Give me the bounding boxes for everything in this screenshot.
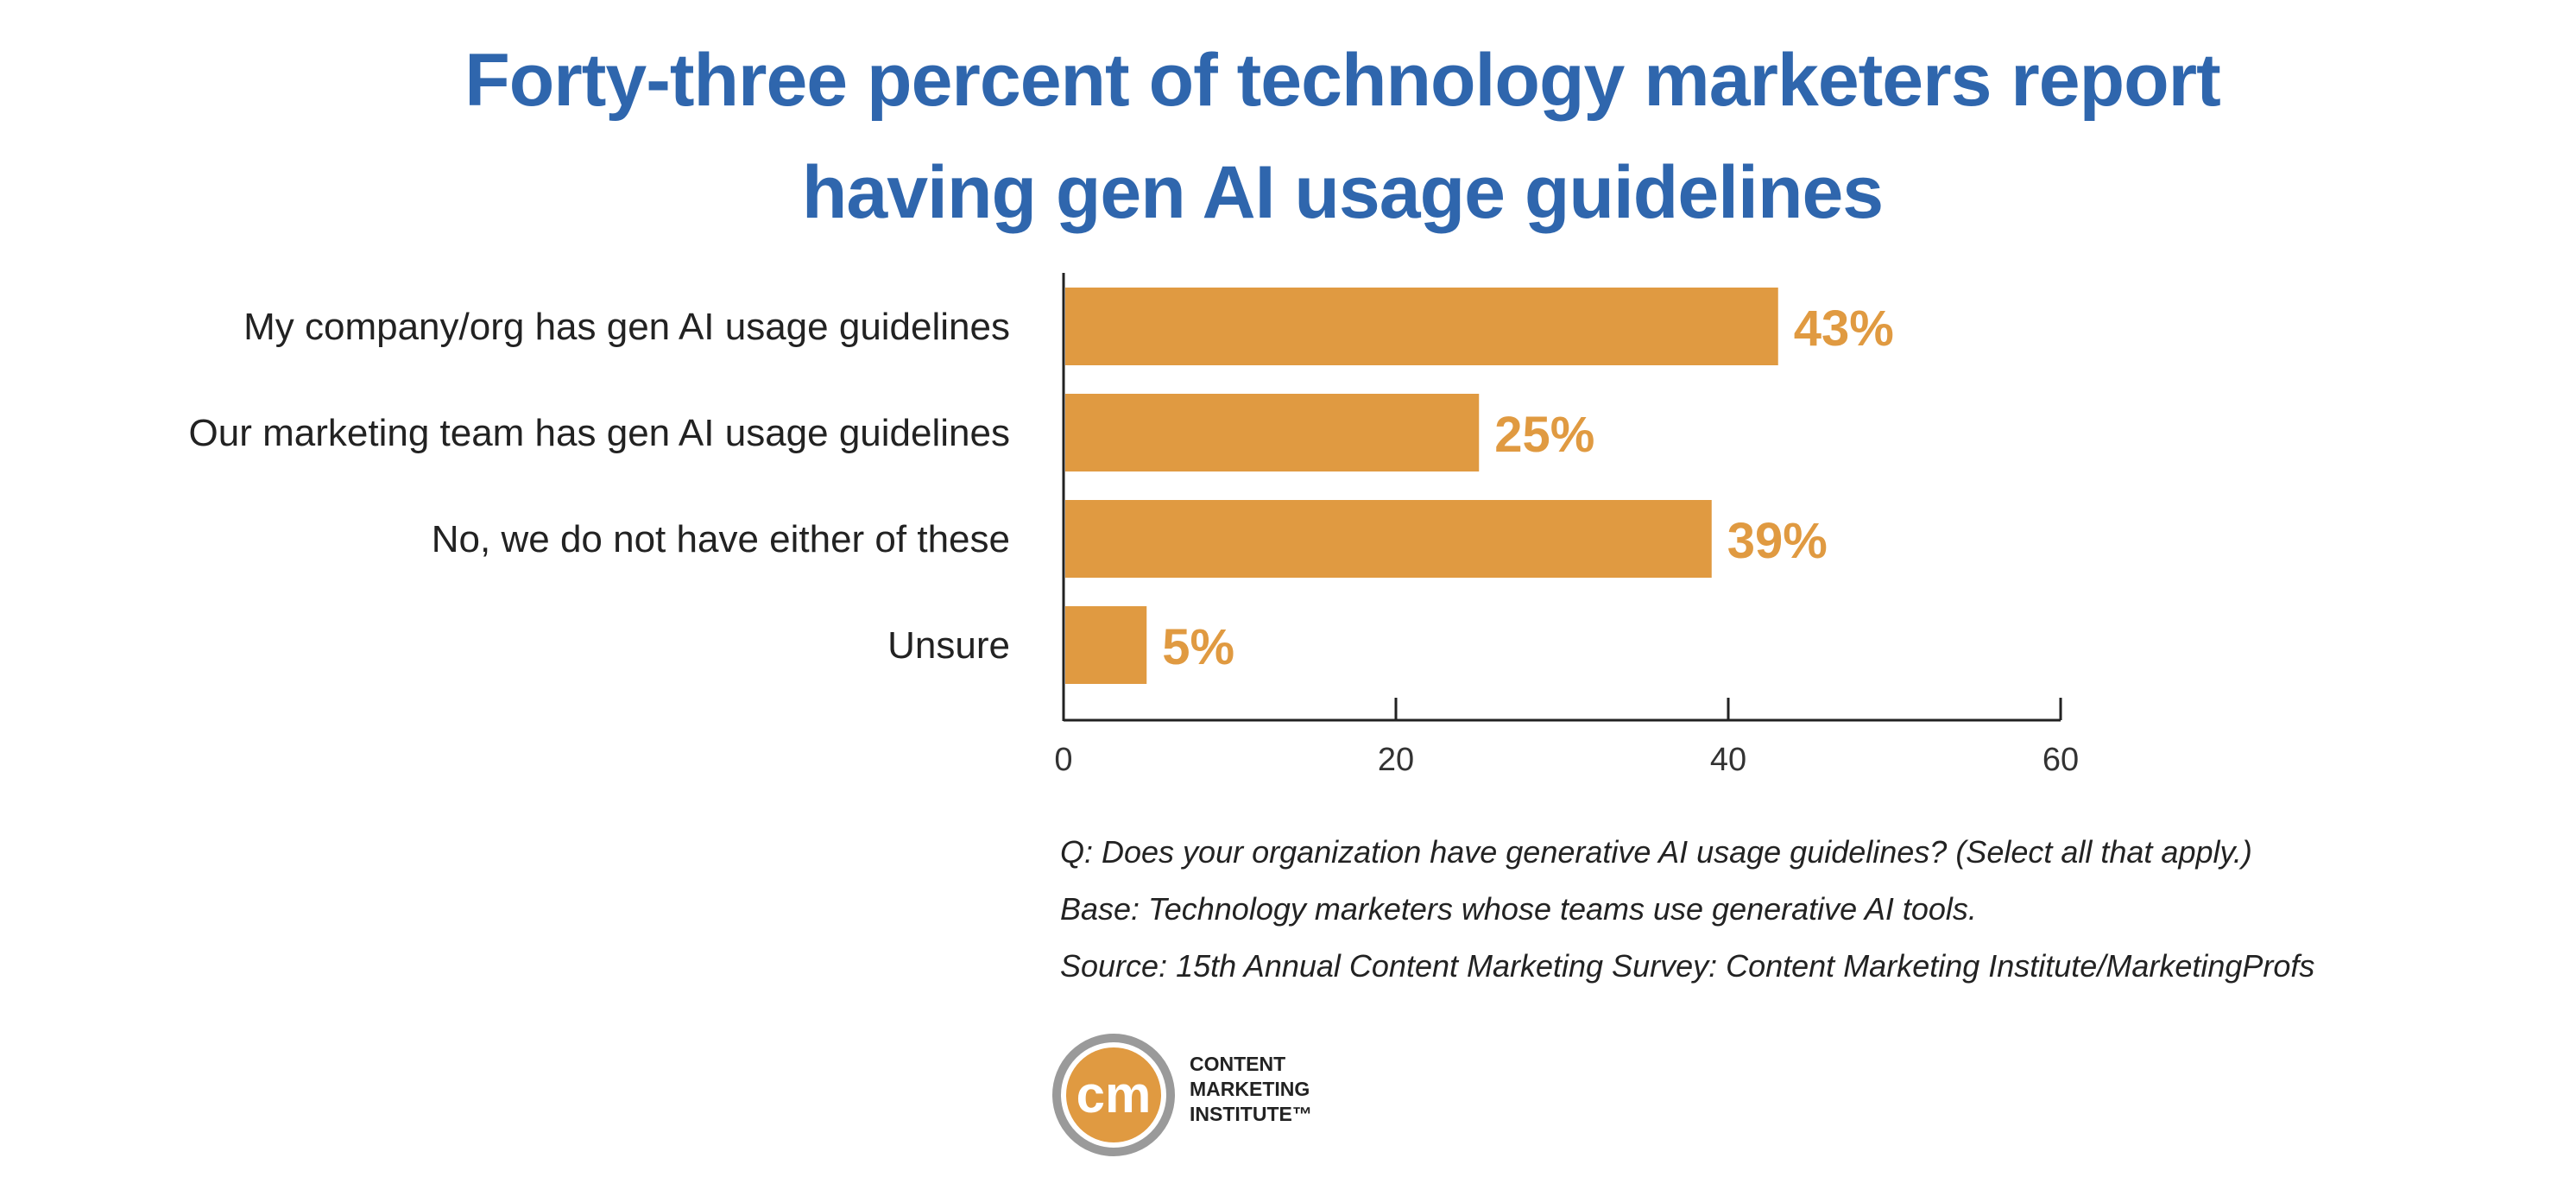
- chart-title-line-2: having gen AI usage guidelines: [801, 151, 1884, 234]
- data-label: 43%: [1794, 301, 1894, 357]
- bar: [1065, 394, 1480, 471]
- category-label: Unsure: [887, 624, 1010, 667]
- base-note: Base: Technology marketers whose teams u…: [1060, 891, 1977, 927]
- data-label: 39%: [1727, 513, 1828, 569]
- chart-notes: Q: Does your organization have generativ…: [1060, 824, 2314, 995]
- category-label: No, we do not have either of these: [432, 518, 1010, 560]
- x-tick-label: 20: [1378, 742, 1414, 778]
- cmi-logo: cm CONTENT MARKETING INSTITUTE™: [1051, 1033, 1414, 1162]
- question-note: Q: Does your organization have generativ…: [1060, 834, 2252, 870]
- x-tick-label: 40: [1710, 742, 1746, 778]
- category-label: Our marketing team has gen AI usage guid…: [189, 412, 1010, 454]
- data-label: 5%: [1162, 619, 1234, 675]
- cmi-logo-line-1: CONTENT: [1190, 1053, 1286, 1075]
- data-label: 25%: [1494, 407, 1594, 463]
- x-tick-label: 60: [2042, 742, 2079, 778]
- bar: [1065, 288, 1778, 365]
- bar: [1065, 500, 1712, 578]
- chart-title: Forty-three percent of technology market…: [0, 24, 2576, 249]
- x-tick-label: 0: [1054, 742, 1072, 778]
- cmi-logo-mark: cm: [1052, 1034, 1175, 1156]
- source-note: Source: 15th Annual Content Marketing Su…: [1060, 948, 2315, 984]
- cmi-logo-letters: cm: [1076, 1066, 1152, 1123]
- bar-chart: 0 20 40 60 My company/org has gen AI usage g…: [189, 273, 2079, 778]
- chart-title-line-1: Forty-three percent of technology market…: [464, 39, 2221, 122]
- cmi-logo-line-2: MARKETING: [1190, 1078, 1310, 1100]
- bar: [1065, 606, 1147, 684]
- cmi-logo-line-3: INSTITUTE™: [1190, 1103, 1312, 1125]
- cmi-logo-wordmark: CONTENT MARKETING INSTITUTE™: [1190, 1052, 1312, 1127]
- category-label: My company/org has gen AI usage guidelin…: [243, 306, 1010, 348]
